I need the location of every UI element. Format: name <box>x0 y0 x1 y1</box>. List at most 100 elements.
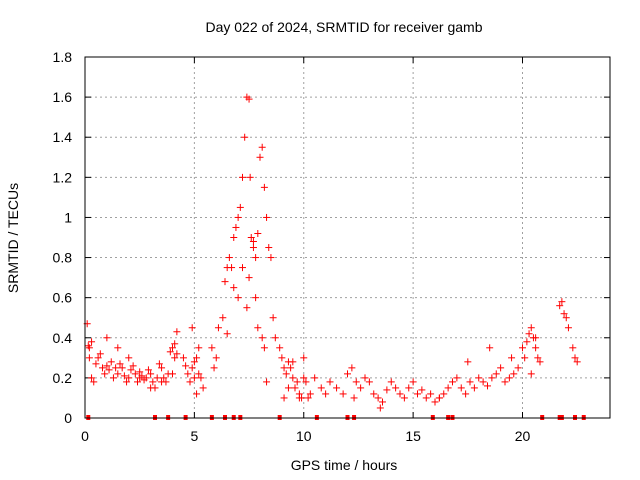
data-point <box>488 374 496 382</box>
data-point <box>348 364 356 372</box>
data-point <box>241 133 249 141</box>
data-point <box>230 234 238 241</box>
data-point <box>379 398 386 406</box>
data-point <box>564 324 572 332</box>
data-point <box>230 284 238 292</box>
data-point <box>326 378 334 386</box>
y-tick-label: 1.8 <box>53 49 73 65</box>
data-point <box>422 394 430 402</box>
data-point <box>357 384 365 392</box>
data-point <box>239 173 246 181</box>
data-point <box>263 213 271 221</box>
data-point <box>232 223 240 231</box>
data-point <box>158 364 166 372</box>
data-point <box>99 364 106 372</box>
data-point <box>556 302 564 310</box>
data-point <box>573 358 581 366</box>
data-point <box>497 364 505 372</box>
data-point <box>289 374 297 382</box>
data-point <box>344 370 351 378</box>
data-point <box>225 254 233 262</box>
data-point <box>440 390 448 398</box>
data-point <box>116 360 124 368</box>
data-point <box>287 364 295 372</box>
data-point <box>532 344 540 352</box>
data-point <box>243 304 251 312</box>
data-point <box>254 229 262 237</box>
data-point <box>527 370 535 378</box>
gridlines <box>85 57 610 418</box>
data-point <box>260 183 268 191</box>
data-point <box>193 390 201 398</box>
data-point <box>149 378 157 386</box>
data-point <box>486 344 494 352</box>
data-point <box>249 244 257 252</box>
data-point <box>188 364 196 372</box>
y-tick-label: 0.6 <box>53 290 73 306</box>
data-point <box>418 386 426 394</box>
data-point <box>284 384 292 392</box>
data-point <box>322 390 330 398</box>
data-point <box>278 354 286 362</box>
data-point <box>197 374 205 382</box>
axis-ticks: 0 0.2 0.4 0.6 0.8 1 1.2 1.4 1.6 1.8 0 5 10 15 20 <box>53 49 610 444</box>
data-point <box>470 384 478 392</box>
data-point <box>171 354 179 362</box>
data-point <box>302 378 310 386</box>
y-tick-label: 1.2 <box>53 169 73 185</box>
data-point <box>160 374 168 382</box>
data-point <box>228 264 236 272</box>
data-point <box>155 360 163 368</box>
data-point <box>223 330 231 338</box>
data-point <box>431 398 439 406</box>
data-point <box>169 344 176 352</box>
data-point <box>571 354 579 362</box>
data-point <box>105 366 113 374</box>
y-axis-label: SRMTID / TECUs <box>5 183 21 293</box>
x-tick-label: 20 <box>515 428 531 444</box>
data-point <box>414 390 421 398</box>
data-point <box>505 374 513 382</box>
data-point <box>234 294 242 302</box>
data-point <box>85 354 93 362</box>
data-point <box>534 354 542 362</box>
data-point <box>136 368 144 376</box>
data-point <box>208 344 216 352</box>
data-point <box>158 378 166 386</box>
data-point <box>521 354 529 362</box>
data-point <box>383 386 391 394</box>
data-point <box>190 374 198 382</box>
data-point <box>210 364 218 372</box>
data-point <box>214 324 222 332</box>
data-point <box>352 378 360 386</box>
data-point <box>282 370 290 378</box>
data-point <box>300 374 308 382</box>
data-point <box>219 314 227 322</box>
data-point <box>532 334 540 342</box>
y-tick-label: 1.4 <box>53 129 73 145</box>
data-point <box>527 324 535 332</box>
data-point <box>519 344 526 352</box>
data-point <box>387 378 395 386</box>
data-point <box>236 203 244 211</box>
data-point <box>195 344 203 352</box>
data-point <box>92 360 100 368</box>
data-point <box>147 370 155 378</box>
data-point <box>396 390 404 398</box>
data-point <box>88 338 96 346</box>
chart-title: Day 022 of 2024, SRMTID for receiver gam… <box>205 19 482 35</box>
data-point <box>427 390 435 398</box>
data-point <box>435 394 443 402</box>
data-point <box>350 394 358 402</box>
data-point <box>234 213 242 221</box>
data-point <box>444 384 452 392</box>
data-point <box>144 366 152 374</box>
data-point <box>462 390 470 398</box>
data-point <box>107 358 115 366</box>
x-axis-label: GPS time / hours <box>291 457 398 473</box>
data-point <box>90 378 98 386</box>
data-point <box>125 374 133 382</box>
data-point <box>267 254 275 262</box>
data-point <box>131 370 139 378</box>
